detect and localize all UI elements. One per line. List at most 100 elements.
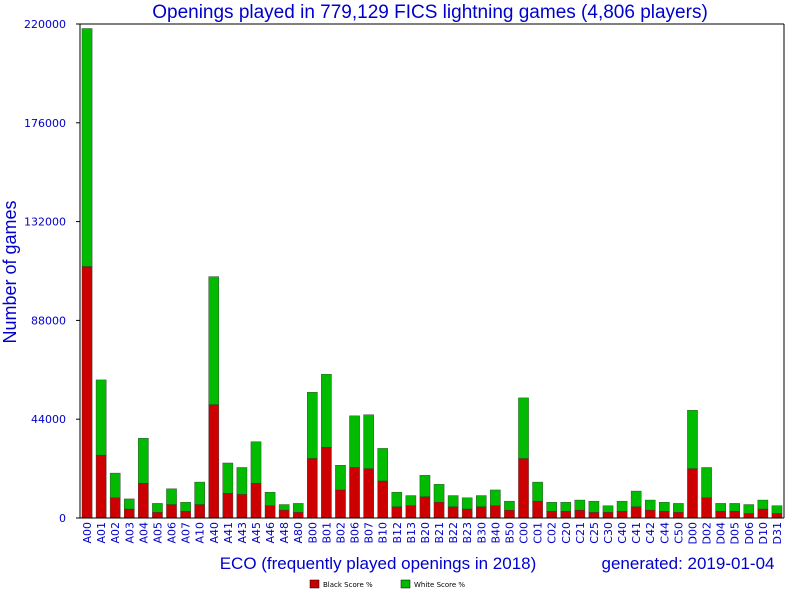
x-axis-tick-labels: A00 A01 A02 A03 A04 A05 A06 A07 A10 A40 A41 A43 A45 A… [81, 522, 784, 544]
bar-black-score-b40 [490, 505, 501, 519]
x-tick-label-c41: C41 [630, 522, 643, 544]
bar-black-score-c25 [588, 512, 600, 519]
bar-white-score-a06 [166, 488, 177, 505]
bar-white-score-c20 [560, 502, 572, 512]
x-tick-label-c01: C01 [532, 522, 545, 544]
bar-black-score-d06 [743, 513, 755, 519]
x-tick-label-c30: C30 [602, 522, 615, 544]
bar-black-score-a46 [264, 505, 276, 519]
x-tick-label-a02: A02 [109, 522, 122, 544]
x-tick-label-a48: A48 [278, 522, 291, 544]
x-tick-label-c50: C50 [672, 522, 685, 544]
bar-white-score-b50 [504, 500, 515, 511]
bar-black-score-c42 [644, 509, 656, 519]
x-tick-label-a06: A06 [166, 522, 179, 544]
bar-black-score-a06 [166, 504, 177, 519]
bar-black-score-c50 [673, 512, 684, 519]
bar-black-score-b13 [405, 505, 417, 519]
bar-white-score-a40 [208, 276, 220, 405]
x-tick-label-d02: D02 [701, 522, 714, 544]
x-tick-label-a03: A03 [123, 522, 136, 544]
bar-white-score-b13 [405, 495, 417, 506]
bar-white-score-b06 [349, 415, 360, 468]
chart-title: Openings played in 779,129 FICS lightnin… [152, 2, 708, 23]
x-tick-label-d04: D04 [715, 522, 728, 544]
y-tick-label: 132000 [24, 216, 66, 229]
bar-black-score-c44 [659, 511, 670, 519]
bar-black-score-c01 [532, 500, 543, 519]
bar-black-score-c00 [518, 458, 529, 519]
legend-swatch-white-score [400, 579, 411, 589]
x-tick-label-c02: C02 [546, 522, 559, 544]
x-tick-label-a07: A07 [180, 522, 193, 544]
bar-black-score-a07 [180, 511, 191, 519]
bar-white-score-a80 [292, 503, 304, 513]
bar-white-score-b12 [391, 491, 403, 507]
x-tick-label-b23: B23 [461, 522, 474, 544]
bar-white-score-a01 [95, 379, 107, 456]
bar-white-score-c25 [588, 500, 600, 513]
x-tick-label-b50: B50 [503, 522, 516, 544]
bar-black-score-a05 [152, 512, 163, 519]
x-axis-label: ECO (frequently played openings in 2018) [220, 554, 537, 573]
bar-white-score-b40 [490, 489, 501, 506]
bar-black-score-d04 [715, 511, 726, 519]
x-tick-label-c21: C21 [574, 522, 587, 544]
x-tick-label-b21: B21 [433, 522, 446, 544]
bar-black-score-b21 [433, 502, 445, 519]
bar-white-score-a07 [180, 502, 191, 512]
x-tick-label-a45: A45 [250, 522, 263, 544]
bar-black-score-a03 [124, 508, 135, 519]
bar-black-score-b02 [335, 489, 346, 519]
x-tick-label-a80: A80 [292, 522, 305, 544]
bar-black-score-b22 [447, 506, 459, 519]
bar-black-score-c30 [602, 512, 614, 519]
bar-black-score-d31 [771, 513, 783, 519]
bar-black-score-b00 [307, 458, 318, 519]
bar-black-score-a80 [292, 512, 304, 519]
x-tick-label-a01: A01 [95, 522, 108, 544]
bar-white-score-d04 [715, 503, 726, 512]
x-tick-label-b20: B20 [419, 522, 432, 544]
x-tick-label-a41: A41 [222, 522, 235, 544]
bar-white-score-b10 [377, 448, 388, 482]
x-tick-label-b13: B13 [405, 522, 418, 544]
bar-white-score-c50 [673, 503, 684, 513]
x-tick-label-b10: B10 [377, 522, 390, 544]
legend: Black Score % White Score % [309, 579, 465, 589]
bar-black-score-a48 [278, 509, 290, 519]
x-tick-label-c00: C00 [518, 522, 531, 544]
x-tick-label-b07: B07 [363, 522, 376, 544]
bar-white-score-a00 [81, 28, 93, 267]
bar-white-score-c02 [546, 502, 557, 512]
x-tick-label-c25: C25 [588, 522, 601, 544]
bar-white-score-b23 [461, 497, 473, 510]
bar-black-score-a45 [250, 483, 262, 519]
bar-white-score-d31 [771, 505, 783, 514]
bar-black-score-b30 [476, 506, 487, 519]
bar-white-score-c21 [574, 499, 586, 511]
bar-white-score-a43 [236, 467, 248, 495]
bar-white-score-a05 [152, 503, 163, 513]
bar-black-score-a40 [208, 404, 220, 519]
y-tick-label: 220000 [24, 18, 66, 31]
bar-white-score-d05 [729, 503, 740, 512]
x-tick-label-b02: B02 [334, 522, 347, 544]
x-tick-label-a04: A04 [137, 522, 150, 544]
bar-black-score-b23 [461, 508, 473, 519]
x-tick-label-b40: B40 [489, 522, 502, 544]
x-tick-label-b06: B06 [349, 522, 362, 544]
bar-black-score-b01 [321, 447, 332, 519]
bar-white-score-a03 [124, 498, 135, 510]
x-tick-label-b30: B30 [475, 522, 488, 544]
x-tick-label-a46: A46 [264, 522, 277, 544]
y-tick-label: 88000 [31, 314, 66, 327]
bar-black-score-d10 [757, 508, 769, 519]
bar-white-score-d02 [701, 467, 712, 498]
x-tick-label-c40: C40 [616, 522, 629, 544]
x-tick-label-d00: D00 [686, 522, 699, 544]
bar-black-score-c41 [630, 506, 642, 519]
bar-black-score-c40 [616, 511, 628, 519]
bar-white-score-b20 [419, 475, 431, 497]
x-tick-label-b01: B01 [320, 522, 333, 544]
